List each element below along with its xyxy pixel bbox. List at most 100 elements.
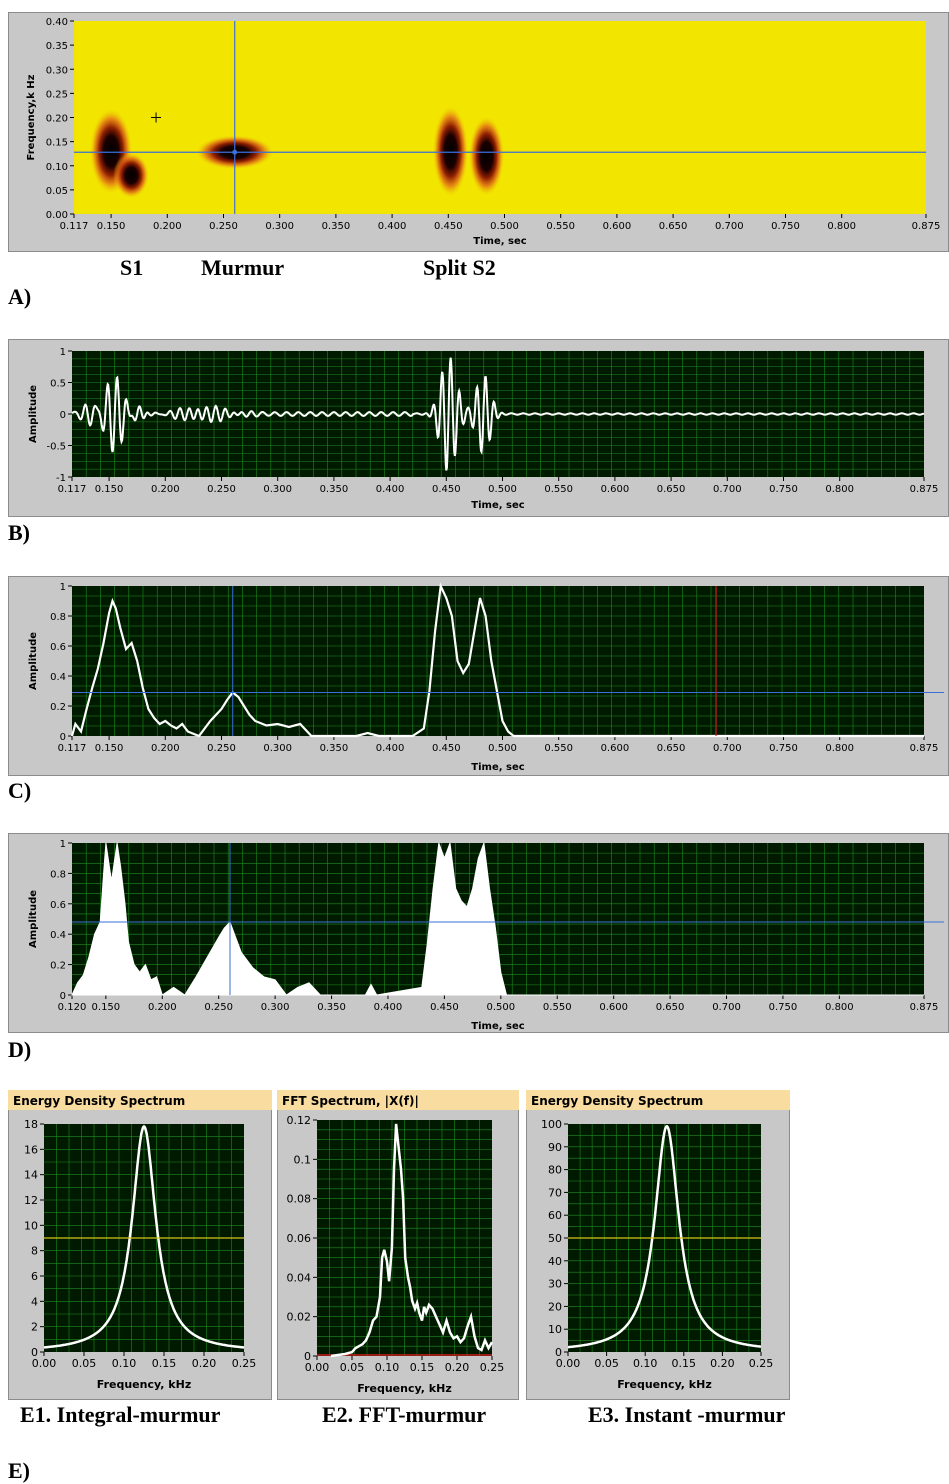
x-axis-label: Frequency, kHz (97, 1378, 191, 1391)
x-tick-label: 0.200 (151, 484, 180, 495)
e3-spectrum-trace (568, 1124, 762, 1349)
x-tick-label: 0.00 (556, 1357, 581, 1370)
e1-spectrum-chart[interactable]: Energy Density Spectrum 0.00 0.05 0.10 0.15 0… (8, 1090, 272, 1400)
y-tick-label: 18 (24, 1118, 38, 1131)
y-tick-label: 0.8 (50, 869, 66, 880)
blobs (89, 104, 505, 199)
x-tick-label: 0.500 (488, 484, 517, 495)
e1-spectrum-trace (44, 1124, 244, 1349)
y-tick-label: 16 (24, 1143, 38, 1156)
x-tick-label: 0.650 (657, 743, 686, 754)
x-tick-label: 0.450 (430, 1002, 459, 1013)
x-tick-label: 0.600 (601, 743, 630, 754)
grid (72, 586, 924, 736)
envelope-chart[interactable]: 0.117 0.150 0.200 0.250 0.300 0.350 0.400 0.450… (8, 576, 949, 776)
y-tick-label: 0.35 (46, 41, 68, 52)
x-tick-label: 0.800 (827, 221, 856, 232)
x-tick-label: 0.450 (434, 221, 463, 232)
y-tick-label: 0.40 (46, 17, 68, 28)
x-tick-label: 0.750 (769, 1002, 798, 1013)
x-tick-label: 0.700 (715, 221, 744, 232)
x-tick-label: 0.20 (445, 1361, 470, 1374)
x-tick-label: 0.25 (749, 1357, 774, 1370)
x-tick-label: 0.400 (376, 743, 405, 754)
panel-b-waveform: 0.117 0.150 0.200 0.250 0.300 0.350 0.400 0.450… (8, 339, 949, 517)
y-tick-label: 14 (24, 1169, 38, 1182)
x-tick-label: 0.875 (910, 484, 939, 495)
y-tick-label: 0.20 (46, 114, 68, 125)
x-tick-label: 0.25 (232, 1357, 257, 1370)
x-tick-label: 0.300 (263, 484, 292, 495)
x-tick-label: 0.650 (657, 484, 686, 495)
x-tick-label: 0.400 (378, 221, 407, 232)
x-tick-label: 0.500 (488, 743, 517, 754)
y-tick-label: 0.5 (50, 379, 66, 390)
y-tick-label: 0.08 (287, 1193, 312, 1206)
title-bar (277, 1090, 519, 1110)
x-tick-label: 0.800 (825, 484, 854, 495)
y-tick-label: 1 (60, 582, 66, 593)
x-tick-label: 0.250 (204, 1002, 233, 1013)
y-tick-label: 2 (31, 1321, 38, 1334)
panel-letter-a: A) (8, 284, 32, 309)
spectrogram-chart[interactable]: 0.117 0.150 0.200 0.250 0.300 0.350 0.400 0.450… (8, 12, 949, 252)
panel-a-spectrogram: 0.117 0.150 0.200 0.250 0.300 0.350 0.400 0.450… (8, 12, 949, 252)
y-axis-label: Amplitude (28, 890, 39, 948)
energy-area (71, 842, 924, 996)
y-tick-label: 0.06 (287, 1232, 312, 1245)
y-tick-label: -0.5 (46, 442, 66, 453)
energy-chart[interactable]: 0.120 0.150 0.200 0.250 0.300 0.350 0.400 0.450… (8, 833, 949, 1033)
y-tick-label: 0.2 (50, 961, 66, 972)
x-tick-label: 0.750 (769, 484, 798, 495)
x-tick-label: 0.875 (910, 743, 939, 754)
x-tick-label: 0.550 (544, 484, 573, 495)
x-tick-label: 0.150 (95, 743, 124, 754)
x-tick-label: 0.550 (546, 221, 575, 232)
x-tick-label: 0.400 (374, 1002, 403, 1013)
y-tick-label: 0.6 (50, 642, 66, 653)
waveform-chart[interactable]: 0.117 0.150 0.200 0.250 0.300 0.350 0.400 0.450… (8, 339, 949, 517)
x-tick-label: 0.25 (480, 1361, 505, 1374)
panel-e2-spectrum: FFT Spectrum, |X(f)| 0.00 0.05 0.10 0.15 0.20… (277, 1090, 519, 1400)
y-tick-label: 0.25 (46, 89, 68, 100)
x-axis-label: Frequency, kHz (617, 1378, 711, 1391)
x-tick-label: 0.20 (192, 1357, 217, 1370)
y-tick-label: 0.05 (46, 186, 68, 197)
x-tick-label: 0.00 (32, 1357, 57, 1370)
x-tick-label: 0.117 (58, 484, 87, 495)
x-tick-label: 0.875 (910, 1002, 939, 1013)
x-tick-label: 0.05 (340, 1361, 365, 1374)
y-tick-label: 6 (31, 1270, 38, 1283)
y-tick-label: 100 (541, 1118, 562, 1131)
x-tick-label: 0.600 (601, 484, 630, 495)
y-tick-label: 0 (60, 410, 66, 421)
x-tick-label: 0.800 (825, 1002, 854, 1013)
y-axis-label: Amplitude (28, 632, 39, 690)
e2-spectrum-chart[interactable]: FFT Spectrum, |X(f)|0.00 0.05 0.10 0.15 0.20… (277, 1090, 519, 1400)
label-murmur: Murmur (201, 255, 285, 280)
x-tick-label: 0.700 (713, 743, 742, 754)
x-tick-label: 0.10 (633, 1357, 658, 1370)
x-tick-label: 0.450 (432, 743, 461, 754)
x-tick-label: 0.150 (97, 221, 126, 232)
x-tick-label: 0.350 (320, 484, 349, 495)
x-tick-label: 0.120 (58, 1002, 87, 1013)
chart-title: FFT Spectrum, |X(f)| (282, 1094, 419, 1108)
x-axis-label: Time, sec (471, 762, 524, 773)
y-tick-label: 0.02 (287, 1311, 312, 1324)
y-tick-label: 20 (548, 1300, 562, 1313)
y-tick-label: 40 (548, 1255, 562, 1268)
x-tick-label: 0.500 (490, 221, 519, 232)
y-tick-label: 0.2 (50, 702, 66, 713)
x-tick-label: 0.117 (60, 221, 89, 232)
e3-spectrum-chart[interactable]: Energy Density Spectrum 0.00 0.05 0.10 0.15 0… (526, 1090, 790, 1400)
spectrogram-blob (468, 115, 505, 197)
x-tick-label: 0.05 (72, 1357, 97, 1370)
panel-e3-spectrum: Energy Density Spectrum 0.00 0.05 0.10 0.15 0… (526, 1090, 790, 1400)
x-tick-label: 0.250 (207, 743, 236, 754)
x-tick-label: 0.200 (151, 743, 180, 754)
x-axis-label: Frequency, kHz (357, 1382, 451, 1395)
panel-d-energy: 0.120 0.150 0.200 0.250 0.300 0.350 0.400 0.450… (8, 833, 949, 1033)
x-tick-label: 0.10 (112, 1357, 137, 1370)
y-tick-label: 0.30 (46, 65, 68, 76)
